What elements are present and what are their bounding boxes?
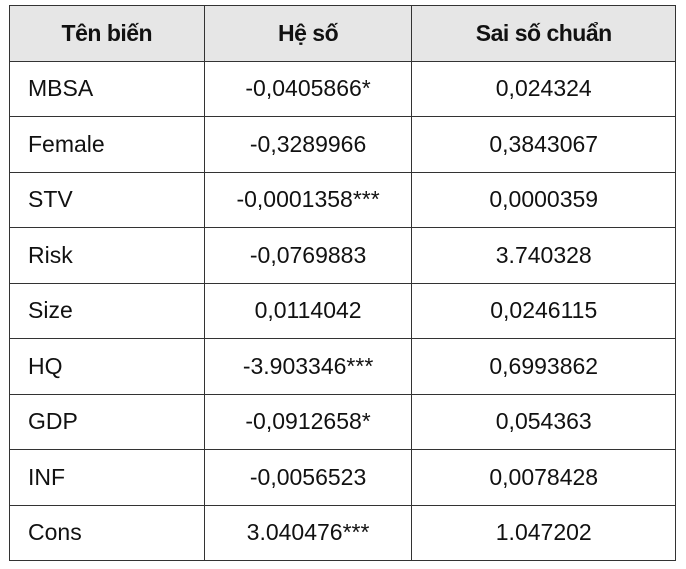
table-row: INF -0,0056523 0,0078428 bbox=[9, 449, 676, 506]
table-row: GDP -0,0912658* 0,054363 bbox=[9, 393, 676, 450]
variable-name: INF bbox=[9, 449, 205, 506]
variable-name: MBSA bbox=[9, 60, 205, 117]
coefficient: -0,0056523 bbox=[203, 449, 413, 506]
variable-name: Cons bbox=[9, 504, 205, 561]
header-row: Tên biến Hệ số Sai số chuẩn bbox=[9, 5, 676, 62]
table-row: MBSA -0,0405866* 0,024324 bbox=[9, 60, 676, 117]
header-cell: Tên biến bbox=[9, 5, 205, 62]
standard-error: 0,0000359 bbox=[411, 171, 676, 228]
table-row: STV -0,0001358*** 0,0000359 bbox=[9, 171, 676, 228]
table-body: MBSA -0,0405866* 0,024324 Female -0,3289966 0… bbox=[9, 60, 676, 561]
coefficient: 0,0114042 bbox=[203, 282, 413, 339]
standard-error: 0,3843067 bbox=[411, 116, 676, 173]
coefficient: -0,0001358*** bbox=[203, 171, 413, 228]
table-row: HQ -3.903346*** 0,6993862 bbox=[9, 338, 676, 395]
coefficient: 3.040476*** bbox=[203, 504, 413, 561]
variable-name: STV bbox=[9, 171, 205, 228]
coefficient: -0,0405866* bbox=[203, 60, 413, 117]
table-row: Female -0,3289966 0,3843067 bbox=[9, 116, 676, 173]
standard-error: 0,054363 bbox=[411, 393, 676, 450]
coefficient: -0,3289966 bbox=[203, 116, 413, 173]
variable-name: Female bbox=[9, 116, 205, 173]
variable-name: Size bbox=[9, 282, 205, 339]
regression-table: Tên biến Hệ số Sai số chuẩn MBSA -0,0405866… bbox=[9, 5, 676, 561]
table-row: Size 0,0114042 0,0246115 bbox=[9, 282, 676, 339]
variable-name: GDP bbox=[9, 393, 205, 450]
header-cell: Hệ số bbox=[203, 5, 413, 62]
standard-error: 0,0078428 bbox=[411, 449, 676, 506]
coefficient: -0,0912658* bbox=[203, 393, 413, 450]
standard-error: 0,6993862 bbox=[411, 338, 676, 395]
table-row: Cons 3.040476*** 1.047202 bbox=[9, 504, 676, 561]
standard-error: 0,0246115 bbox=[411, 282, 676, 339]
header-cell: Sai số chuẩn bbox=[411, 5, 676, 62]
coefficient: -0,0769883 bbox=[203, 227, 413, 284]
standard-error: 0,024324 bbox=[411, 60, 676, 117]
standard-error: 3.740328 bbox=[411, 227, 676, 284]
standard-error: 1.047202 bbox=[411, 504, 676, 561]
variable-name: Risk bbox=[9, 227, 205, 284]
coefficient: -3.903346*** bbox=[203, 338, 413, 395]
variable-name: HQ bbox=[9, 338, 205, 395]
table-row: Risk -0,0769883 3.740328 bbox=[9, 227, 676, 284]
